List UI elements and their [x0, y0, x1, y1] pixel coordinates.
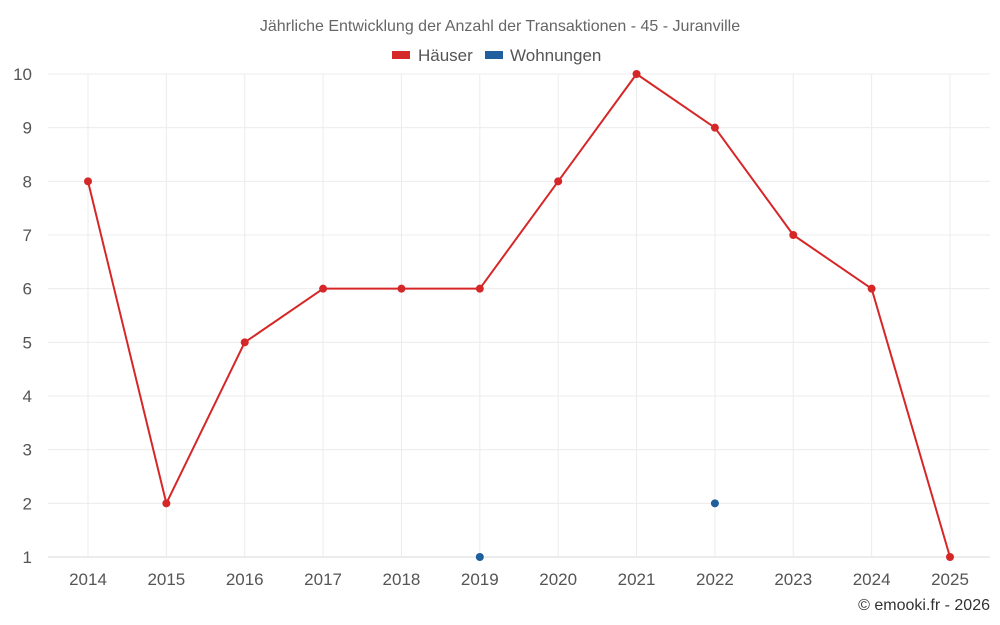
- data-point-hauser-2017[interactable]: [319, 284, 328, 293]
- y-tick-label-9: 9: [23, 119, 32, 138]
- y-axis-ticks: 1 2 3 4 5 6 7 8 9 10: [13, 65, 32, 567]
- x-tick-label-2024: 2024: [853, 570, 891, 589]
- data-point-hauser-2015[interactable]: [162, 499, 171, 508]
- data-point-hauser-2021[interactable]: [632, 70, 641, 78]
- data-point-hauser-2025[interactable]: [946, 553, 954, 561]
- chart-title: Jährliche Entwicklung der Anzahl der Tra…: [260, 18, 740, 35]
- x-tick-label-2017: 2017: [304, 570, 342, 589]
- legend-swatch-wohnungen: [485, 51, 503, 59]
- y-tick-label-3: 3: [23, 441, 32, 460]
- y-tick-label-2: 2: [23, 494, 32, 513]
- series-line-hauser: [87, 73, 951, 558]
- data-point-hauser-2014[interactable]: [84, 177, 92, 186]
- y-tick-label-1: 1: [23, 548, 32, 567]
- data-point-hauser-2023[interactable]: [789, 231, 798, 239]
- x-tick-label-2023: 2023: [774, 570, 812, 589]
- credit-text: © emooki.fr - 2026: [858, 597, 990, 614]
- x-axis-ticks: 2014 2015 2016 2017 2018 2019 2020 2021 2022 2023…: [69, 570, 969, 589]
- data-point-wohnungen-2019[interactable]: [475, 553, 484, 561]
- x-tick-label-2021: 2021: [618, 570, 656, 589]
- legend: Häuser Wohnungen: [392, 46, 601, 65]
- series-layer: [84, 70, 954, 561]
- data-point-hauser-2019[interactable]: [475, 284, 484, 293]
- x-tick-label-2020: 2020: [539, 570, 577, 589]
- data-point-wohnungen-2022[interactable]: [710, 499, 719, 508]
- legend-item-wohnungen[interactable]: Wohnungen: [485, 46, 601, 65]
- x-tick-label-2014: 2014: [69, 570, 107, 589]
- legend-label-hauser: Häuser: [418, 46, 473, 65]
- x-tick-label-2018: 2018: [383, 570, 421, 589]
- data-point-hauser-2020[interactable]: [554, 177, 563, 186]
- legend-label-wohnungen: Wohnungen: [510, 46, 601, 65]
- x-tick-label-2025: 2025: [931, 570, 969, 589]
- legend-swatch-hauser: [392, 51, 410, 59]
- grid: [48, 73, 990, 558]
- x-tick-label-2022: 2022: [696, 570, 734, 589]
- data-point-hauser-2022[interactable]: [710, 123, 719, 132]
- y-tick-label-7: 7: [23, 226, 32, 245]
- x-tick-label-2019: 2019: [461, 570, 499, 589]
- x-tick-label-2016: 2016: [226, 570, 264, 589]
- x-tick-label-2015: 2015: [147, 570, 185, 589]
- y-tick-label-6: 6: [23, 280, 32, 299]
- y-tick-label-5: 5: [23, 333, 32, 352]
- y-tick-label-4: 4: [23, 387, 32, 406]
- data-point-hauser-2024[interactable]: [867, 284, 876, 293]
- y-tick-label-8: 8: [23, 172, 32, 191]
- y-tick-label-10: 10: [13, 65, 32, 84]
- data-point-hauser-2018[interactable]: [397, 284, 406, 293]
- legend-item-hauser[interactable]: Häuser: [392, 46, 473, 65]
- data-point-hauser-2016[interactable]: [240, 338, 249, 347]
